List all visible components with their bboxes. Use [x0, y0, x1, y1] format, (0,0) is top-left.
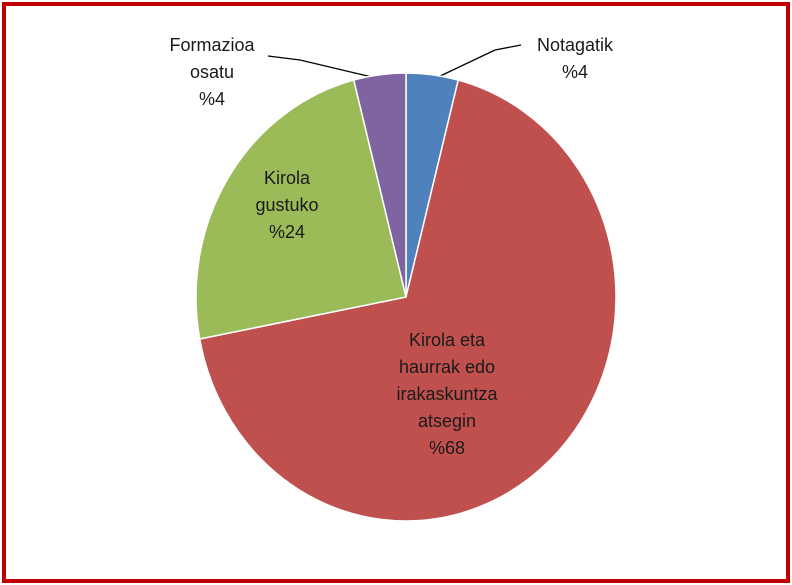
leader-line	[267, 55, 377, 79]
value-label: %4	[198, 89, 225, 109]
value-label: %4	[561, 62, 588, 82]
slice-label: Kirola eta haurrak edo irakaskuntza atse…	[380, 327, 515, 462]
slice-label: Formazioa osatu %4	[162, 32, 262, 113]
category-label: Notagatik	[536, 35, 614, 55]
leader-line	[435, 44, 522, 79]
category-label: Kirola gustuko	[255, 168, 319, 215]
value-label: %24	[268, 222, 306, 242]
value-label: %68	[428, 438, 466, 458]
category-label: Kirola eta haurrak edo irakaskuntza atse…	[396, 330, 498, 431]
pie-slice	[198, 79, 617, 522]
pie-slice	[195, 79, 407, 340]
pie-slice	[352, 72, 407, 298]
slice-label: Notagatik %4	[515, 32, 635, 86]
slice-label: Kirola gustuko %24	[242, 165, 332, 246]
category-label: Formazioa osatu	[169, 35, 255, 82]
